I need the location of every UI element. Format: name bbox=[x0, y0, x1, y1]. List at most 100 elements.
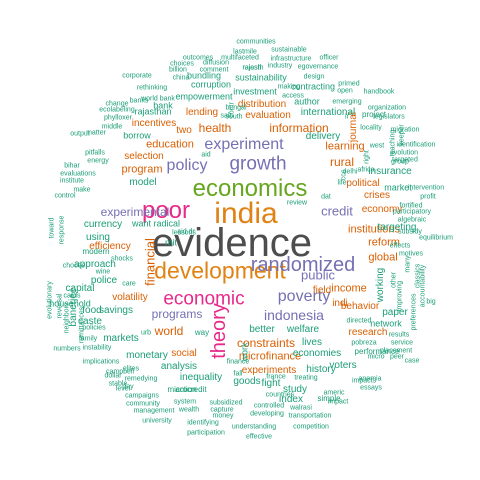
word-controlled: controlled bbox=[253, 402, 285, 410]
word-urb: urb bbox=[140, 329, 152, 337]
word-pitfalls: pitfalls bbox=[85, 149, 105, 157]
word-study: study bbox=[283, 384, 307, 395]
word-billion: billion bbox=[169, 66, 187, 74]
word-institute: institute bbox=[59, 177, 85, 185]
word-africa: africa bbox=[357, 166, 375, 174]
word-algebraic: algebraic bbox=[397, 216, 427, 224]
word-remittances: remittances bbox=[78, 306, 86, 344]
word-microfinance: microfinance bbox=[238, 350, 302, 363]
word-inequality: inequality bbox=[179, 372, 223, 383]
word-subsidy: subsidy bbox=[398, 228, 422, 236]
word-campaigns: campaigns bbox=[125, 392, 159, 400]
word-rajasthan: rajasthan bbox=[134, 106, 172, 117]
word-rajesh: rajesh bbox=[242, 64, 262, 72]
word-countries: countries bbox=[265, 391, 295, 399]
word-reform: reform bbox=[368, 236, 400, 249]
word-control: control bbox=[54, 192, 76, 200]
word-improving: improving bbox=[396, 280, 404, 312]
word-economies: economies bbox=[292, 348, 342, 359]
word-industry: industry bbox=[267, 62, 293, 70]
word-policy: policy bbox=[166, 157, 208, 174]
word-access: access bbox=[282, 92, 304, 100]
word-experimental: experimental bbox=[100, 205, 170, 219]
word-action: action bbox=[175, 385, 197, 394]
word-global: global bbox=[368, 251, 398, 264]
word-transportation: transportation bbox=[288, 412, 332, 420]
word-evaluations: evaluations bbox=[60, 170, 96, 178]
word-keeper: keeper bbox=[398, 124, 406, 146]
word-evaluation: evaluation bbox=[245, 110, 291, 121]
word-elites: elites bbox=[122, 365, 140, 373]
word-ccc: ccc bbox=[340, 169, 348, 181]
word-open: open bbox=[337, 87, 353, 95]
word-caste: caste bbox=[78, 316, 102, 327]
word-volatility: volatility bbox=[112, 292, 148, 303]
word-voters: voters bbox=[329, 360, 357, 371]
word-behavior: behavior bbox=[340, 301, 380, 312]
word-savings: savings bbox=[99, 305, 133, 316]
word-effective: effective bbox=[246, 433, 272, 441]
word-two: two bbox=[176, 125, 192, 136]
word-index: index bbox=[279, 394, 303, 405]
word-big: big bbox=[426, 298, 436, 306]
word-banks: banks bbox=[129, 97, 149, 105]
word-insurance: insurance bbox=[368, 166, 412, 177]
word-aid: aid bbox=[201, 151, 211, 159]
word-service: service bbox=[390, 339, 414, 347]
word-profit: profit bbox=[420, 193, 436, 201]
word-program: program bbox=[121, 163, 163, 176]
word-dollar: dollar bbox=[104, 372, 122, 380]
word-economics: economics bbox=[192, 175, 308, 202]
word-china: china bbox=[172, 74, 190, 82]
word-treating: treating bbox=[294, 374, 318, 382]
word-change: change bbox=[105, 100, 129, 108]
word-efficiency: efficiency bbox=[89, 241, 131, 252]
word-mit: mit bbox=[165, 237, 177, 248]
word-results: results bbox=[388, 331, 410, 339]
word-comment: comment bbox=[199, 66, 229, 74]
word-markets: markets bbox=[103, 333, 139, 344]
word-financial: financial bbox=[142, 238, 158, 286]
word-delivery: delivery bbox=[305, 131, 341, 142]
word-system: system bbox=[173, 398, 197, 406]
word-diffusion: diffusion bbox=[203, 59, 229, 67]
word-essays: essays bbox=[360, 384, 382, 392]
word-intervention: intervention bbox=[407, 184, 445, 192]
word-middle: middle bbox=[101, 123, 123, 131]
word-bundling: bundling bbox=[186, 70, 222, 81]
word-placement: placement bbox=[379, 347, 413, 355]
word-toward: toward bbox=[48, 217, 56, 239]
word-identification: identification bbox=[396, 141, 436, 149]
word-egovernance: egovernance bbox=[297, 63, 339, 71]
word-stable: stable bbox=[108, 380, 128, 388]
word-growth: growth bbox=[229, 153, 287, 175]
word-motives: motives bbox=[398, 250, 424, 258]
word-energy: energy bbox=[87, 157, 109, 165]
word-infrastructure: infrastructure bbox=[270, 55, 312, 63]
word-aid-dr: aid dr bbox=[177, 228, 195, 236]
word-borrow: borrow bbox=[123, 130, 151, 141]
word-making: making bbox=[277, 83, 301, 91]
word-crises: crises bbox=[363, 190, 391, 201]
word-research: research bbox=[348, 327, 388, 338]
word-project: project bbox=[361, 110, 387, 119]
word-indi: indi bbox=[332, 298, 348, 309]
word-goods: goods bbox=[233, 376, 261, 387]
word-corporate: corporate bbox=[122, 72, 152, 80]
word-implications: implications bbox=[82, 358, 120, 366]
word-fight: fight bbox=[261, 378, 281, 389]
word-performance: performance bbox=[354, 347, 400, 356]
word-understanding: understanding bbox=[231, 423, 277, 431]
word-preferences: preferences bbox=[410, 293, 418, 331]
word-classics: classics bbox=[414, 263, 422, 289]
word-contr: contr bbox=[228, 102, 236, 118]
word-level: level bbox=[115, 385, 131, 393]
word-choose: choose bbox=[62, 262, 86, 270]
word-policies: policies bbox=[82, 324, 106, 332]
word-income: income bbox=[331, 282, 367, 295]
word-americ: americ bbox=[323, 389, 345, 397]
word-field: field bbox=[312, 285, 332, 296]
word-case: case bbox=[404, 357, 420, 365]
word-network: network bbox=[370, 318, 402, 329]
word-locality: locality bbox=[360, 124, 382, 132]
